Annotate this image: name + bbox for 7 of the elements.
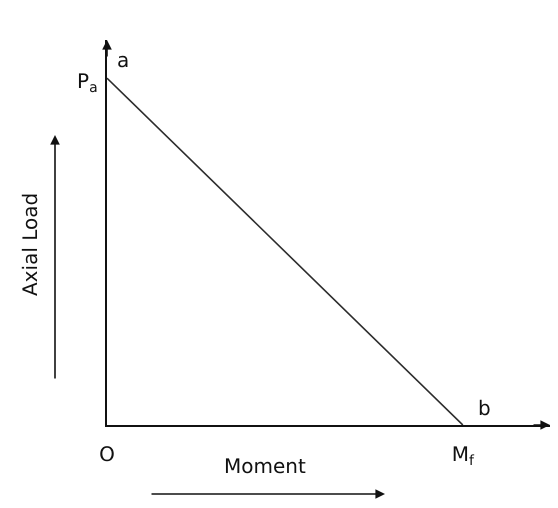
y-axis-title: Axial Load — [18, 192, 42, 296]
x-axis-title: Moment — [224, 454, 306, 478]
x-tick-label: M$_{f}$ — [452, 442, 475, 469]
annotation: P$_{a}$ — [77, 69, 98, 96]
x-tick-label: O — [99, 442, 115, 466]
annotation: a — [117, 48, 130, 72]
annotation: b — [478, 396, 491, 420]
